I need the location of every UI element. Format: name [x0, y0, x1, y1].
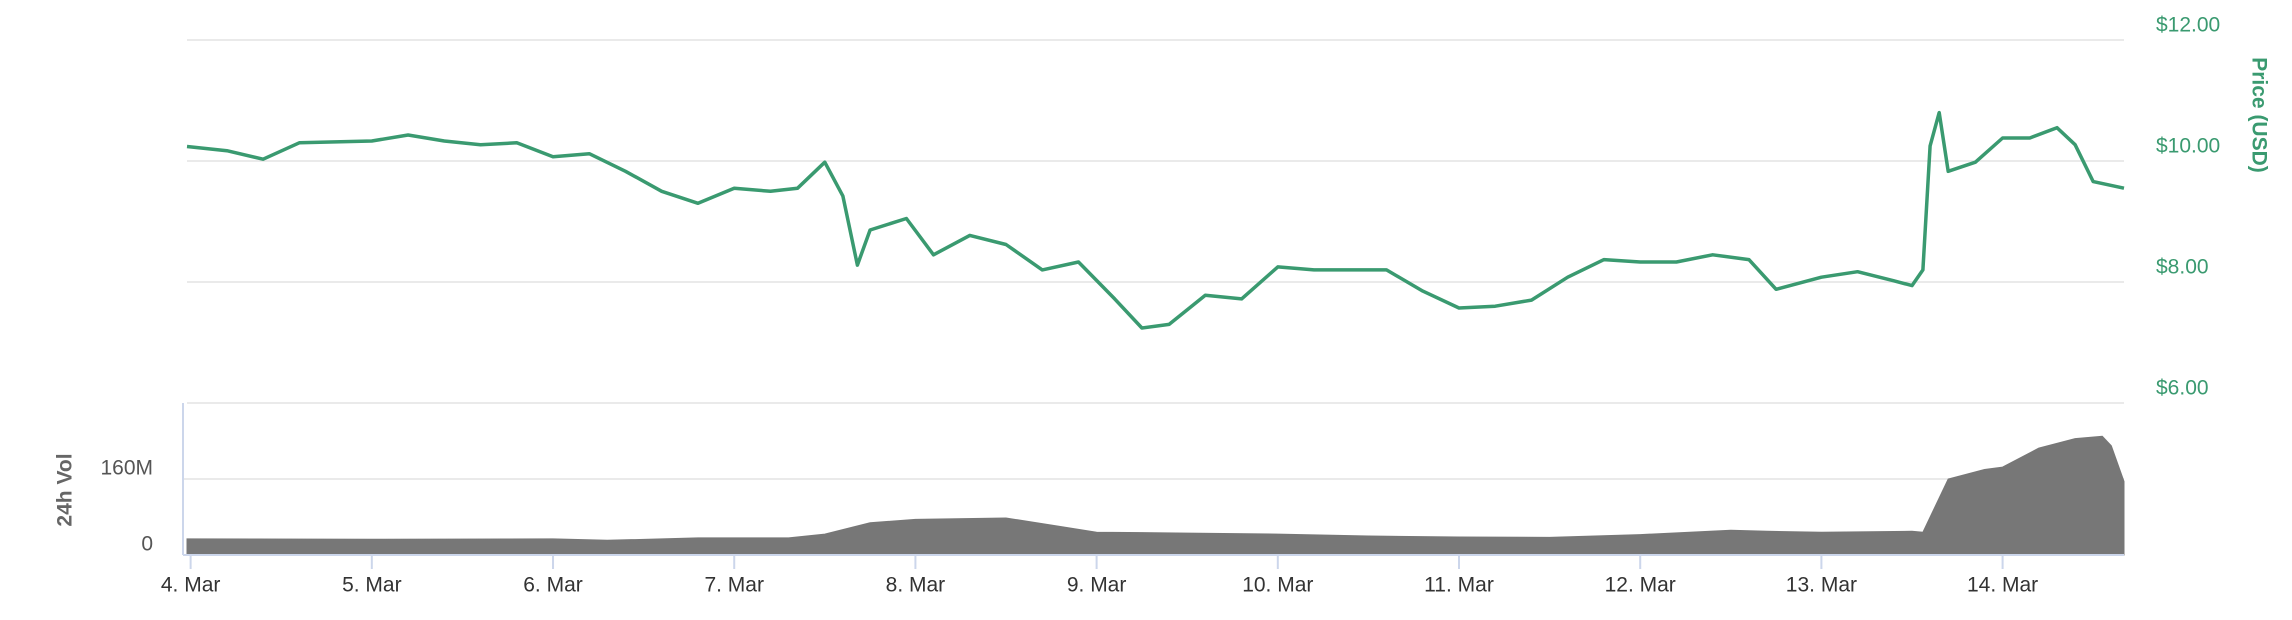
- y-axis-title: 24h Vol: [54, 453, 77, 526]
- y-tick-label: $6.00: [2156, 377, 2209, 400]
- x-tick-label: 13. Mar: [1786, 574, 1857, 597]
- x-tick-label: 5. Mar: [342, 574, 402, 597]
- x-tick-label: 9. Mar: [1067, 574, 1127, 597]
- y-tick-label: $12.00: [2156, 14, 2220, 37]
- price-line: [186, 110, 2125, 330]
- x-tick-label: 10. Mar: [1242, 574, 1313, 597]
- y-tick-label: 160M: [100, 457, 153, 480]
- x-tick-label: 11. Mar: [1424, 574, 1494, 597]
- y-tick-label: $10.00: [2156, 135, 2220, 158]
- x-tick-label: 12. Mar: [1605, 574, 1676, 597]
- x-tick-label: 7. Mar: [704, 574, 764, 597]
- y-tick-label: $8.00: [2156, 256, 2209, 279]
- y-tick-label: 0: [141, 533, 153, 556]
- y-axis-title: Price (USD): [2247, 57, 2270, 173]
- volume-area: [186, 435, 2125, 556]
- x-tick-label: 6. Mar: [523, 574, 583, 597]
- x-tick-label: 8. Mar: [886, 574, 946, 597]
- x-tick-label: 4. Mar: [161, 574, 221, 597]
- x-tick-label: 14. Mar: [1967, 574, 2038, 597]
